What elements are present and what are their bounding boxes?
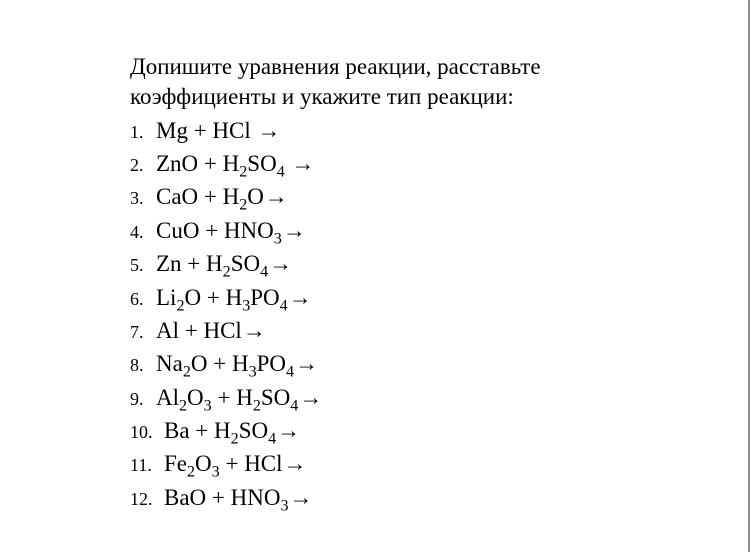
reaction-arrow-icon: → [282,214,307,247]
reaction-arrow-icon: → [257,114,282,147]
equation-formula: BaO + HNO3→ [164,481,314,514]
equation-number: 5. [130,247,156,280]
equation-item: 11.Fe2O3 + HCl→ [130,447,690,480]
equation-item: 1.Mg + HCl → [130,114,690,147]
instruction-line-2: коэффициенты и укажите тип реакции: [130,84,514,109]
equation-formula: Fe2O3 + HCl→ [164,447,308,480]
equation-number: 7. [130,314,156,347]
equation-formula: Ba + H2SO4→ [164,414,301,447]
equation-number: 9. [130,381,156,414]
reaction-arrow-icon: → [289,481,314,514]
reaction-arrow-icon: → [283,447,308,480]
equation-formula: Zn + H2SO4→ [156,247,293,280]
equation-number: 1. [130,114,156,147]
equation-item: 5.Zn + H2SO4→ [130,247,690,280]
equation-number: 10. [130,414,164,447]
equation-number: 12. [130,481,164,514]
equation-formula: ZnO + H2SO4 → [156,147,316,180]
equation-item: 8.Na2O + H3PO4→ [130,347,690,380]
equation-formula: Al + HCl→ [156,314,267,347]
reaction-arrow-icon: → [276,414,301,447]
equation-item: 10.Ba + H2SO4→ [130,414,690,447]
instruction-line-1: Допишите уравнения реакции, расставьте [130,54,541,79]
equation-item: 6.Li2O + H3PO4→ [130,281,690,314]
equation-formula: Al2O3 + H2SO4→ [156,381,323,414]
worksheet-page: Допишите уравнения реакции, расставьте к… [0,0,750,552]
task-instruction: Допишите уравнения реакции, расставьте к… [130,52,690,112]
equation-formula: CuO + HNO3→ [156,214,307,247]
reaction-arrow-icon: → [288,281,313,314]
reaction-arrow-icon: → [242,314,267,347]
equation-item: 2.ZnO + H2SO4 → [130,147,690,180]
equation-number: 8. [130,347,156,380]
equation-number: 4. [130,214,156,247]
equation-item: 3.CaO + H2O→ [130,180,690,213]
equation-formula: CaO + H2O→ [156,180,289,213]
reaction-arrow-icon: → [294,347,319,380]
reaction-arrow-icon: → [298,381,323,414]
equation-number: 3. [130,180,156,213]
equation-formula: Li2O + H3PO4→ [156,281,313,314]
equation-item: 12.BaO + HNO3→ [130,481,690,514]
equation-item: 4.CuO + HNO3→ [130,214,690,247]
reaction-arrow-icon: → [291,147,316,180]
reaction-arrow-icon: → [268,247,293,280]
equation-item: 7.Al + HCl→ [130,314,690,347]
equation-number: 2. [130,147,156,180]
equation-item: 9.Al2O3 + H2SO4→ [130,381,690,414]
equation-formula: Na2O + H3PO4→ [156,347,319,380]
equation-formula: Mg + HCl → [156,114,282,147]
equation-number: 6. [130,281,156,314]
equations-list: 1.Mg + HCl →2.ZnO + H2SO4 →3.CaO + H2O→4… [130,114,690,514]
equation-number: 11. [130,447,164,480]
reaction-arrow-icon: → [264,180,289,213]
